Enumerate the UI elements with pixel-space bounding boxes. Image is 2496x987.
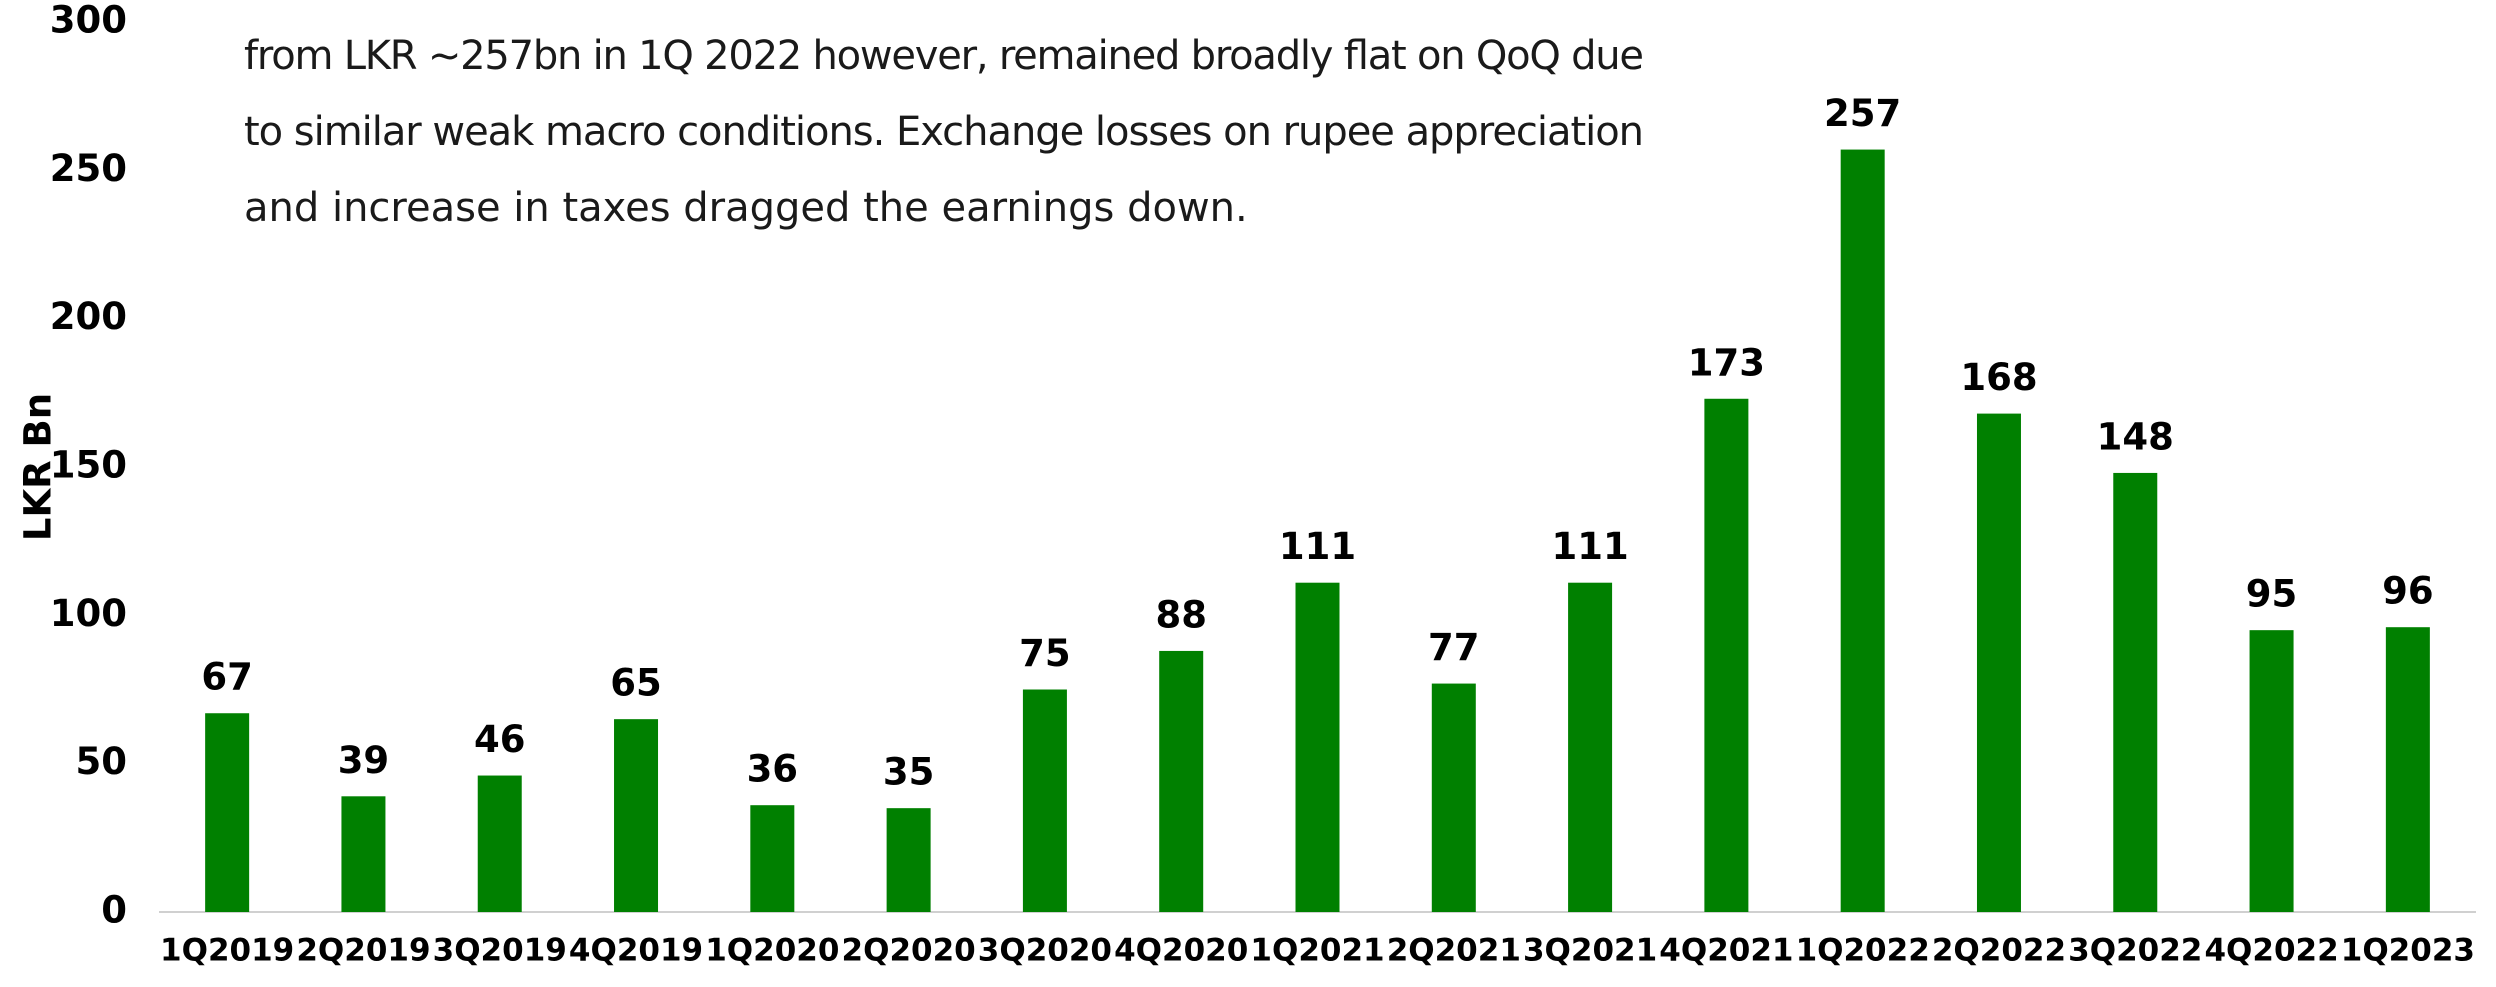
data-label: 77 xyxy=(1428,626,1480,669)
x-tick-label: 2Q2021 xyxy=(1387,933,1521,969)
bar xyxy=(1159,650,1204,912)
bar xyxy=(2385,627,2430,912)
x-tick-label: 2Q2020 xyxy=(842,933,976,969)
data-label: 36 xyxy=(747,748,799,791)
bar xyxy=(341,796,386,912)
x-tick-label: 1Q2020 xyxy=(705,933,839,969)
bar xyxy=(1295,582,1340,912)
bar xyxy=(886,808,931,912)
x-tick-label: 1Q2021 xyxy=(1250,933,1384,969)
bar xyxy=(614,719,659,912)
data-label: 168 xyxy=(1960,356,2037,399)
x-tick-label: 4Q2020 xyxy=(1114,933,1248,969)
bar xyxy=(205,713,250,912)
data-label: 65 xyxy=(610,662,662,705)
paragraph-line: and increase in taxes dragged the earnin… xyxy=(244,185,1248,231)
x-tick-label: 1Q2019 xyxy=(160,933,294,969)
data-label: 148 xyxy=(2097,415,2174,458)
bar xyxy=(1568,582,1613,912)
data-label: 88 xyxy=(1155,593,1207,636)
bar xyxy=(2249,630,2294,912)
x-tick-label: 4Q2019 xyxy=(569,933,703,969)
data-label: 111 xyxy=(1551,525,1628,568)
data-label: 75 xyxy=(1019,632,1071,675)
x-tick-label: 2Q2019 xyxy=(296,933,430,969)
bar xyxy=(1022,689,1067,912)
y-tick-label: 50 xyxy=(76,740,128,783)
y-tick-label: 250 xyxy=(50,147,127,190)
data-label: 257 xyxy=(1824,92,1901,135)
y-tick-label: 200 xyxy=(50,295,127,338)
x-tick-label: 3Q2019 xyxy=(433,933,567,969)
bar xyxy=(1431,683,1476,912)
x-tick-label: 4Q2021 xyxy=(1659,933,1793,969)
y-tick-label: 0 xyxy=(101,889,127,932)
data-label: 95 xyxy=(2246,573,2298,616)
y-tick-label: 150 xyxy=(50,444,127,487)
x-tick-label: 2Q2022 xyxy=(1932,933,2066,969)
data-label: 96 xyxy=(2382,570,2434,613)
bar xyxy=(1840,149,1885,913)
data-label: 67 xyxy=(201,656,253,699)
x-tick-label: 4Q2022 xyxy=(2204,933,2338,969)
paragraph-line: to similar weak macro conditions. Exchan… xyxy=(244,109,1644,155)
data-label: 46 xyxy=(474,718,526,761)
x-tick-label: 3Q2021 xyxy=(1523,933,1657,969)
data-label: 111 xyxy=(1279,525,1356,568)
data-label: 173 xyxy=(1688,341,1765,384)
bar xyxy=(750,805,795,912)
x-tick-label: 3Q2020 xyxy=(978,933,1112,969)
paragraph-line: from LKR ~257bn in 1Q 2022 however, rema… xyxy=(244,33,1644,79)
data-label: 35 xyxy=(883,751,935,794)
data-label: 39 xyxy=(338,739,390,782)
y-tick-label: 300 xyxy=(50,0,127,42)
x-tick-label: 3Q2022 xyxy=(2068,933,2202,969)
bar xyxy=(1976,413,2021,912)
y-tick-label: 100 xyxy=(50,592,127,635)
y-axis-label: LKR Bn xyxy=(17,393,60,541)
bar xyxy=(477,775,522,912)
bar xyxy=(2113,472,2158,912)
bar xyxy=(1704,398,1749,912)
x-tick-label: 1Q2022 xyxy=(1796,933,1930,969)
x-tick-label: 1Q2023 xyxy=(2341,933,2475,969)
